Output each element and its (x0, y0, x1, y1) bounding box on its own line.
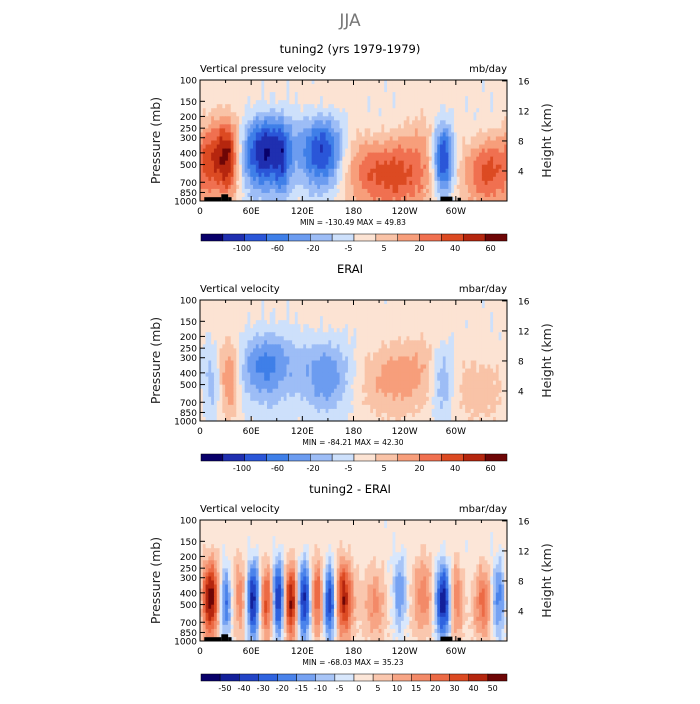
colorbar-label: -20 (306, 244, 319, 253)
terrain-mask (228, 197, 231, 201)
colorbar-box (332, 234, 354, 241)
panel-title: ERAI (337, 262, 363, 276)
y-right-tick-label: 4 (518, 167, 524, 177)
x-tick-label: 0 (197, 207, 203, 217)
panel-title: tuning2 (yrs 1979-1979) (280, 42, 421, 56)
colorbar-box (485, 234, 507, 241)
colorbar-box (245, 234, 267, 241)
y-tick-label: 400 (180, 149, 197, 159)
colorbar-box (398, 234, 420, 241)
y-tick-label: 1000 (174, 198, 197, 208)
stats-text: MIN = -130.49 MAX = 49.83 (300, 218, 406, 227)
y-right-axis-title: Height (km) (539, 103, 554, 177)
variable-label: Vertical pressure velocity (200, 64, 326, 75)
x-tick-label: 120E (291, 207, 314, 217)
colorbar-label: -5 (345, 244, 353, 253)
terrain-mask (221, 194, 228, 201)
colorbar-box (310, 234, 332, 241)
colorbar-box (441, 234, 463, 241)
y-tick-label: 500 (180, 161, 197, 171)
y-right-tick-label: 8 (518, 137, 524, 147)
x-tick-label: 120W (392, 207, 418, 217)
colorbar-label: 20 (414, 244, 424, 253)
colorbar-label: -60 (271, 244, 284, 253)
y-tick-label: 700 (180, 179, 197, 189)
y-tick-label: 200 (180, 113, 197, 123)
units-label: mbar/day (459, 284, 507, 295)
colorbar-label: 60 (486, 244, 496, 253)
colorbar-box (376, 234, 398, 241)
colorbar-label: 5 (382, 244, 387, 253)
colorbar-box (223, 234, 245, 241)
colorbar-box (267, 234, 289, 241)
y-tick-label: 100 (180, 77, 197, 87)
colorbar-box (201, 234, 223, 241)
terrain-mask (204, 197, 221, 201)
colorbar: -100 -60 -20 -5 5 20 40 60 (201, 234, 507, 253)
contour-field (200, 80, 508, 202)
units-label: mb/day (469, 64, 507, 75)
colorbar-box (288, 234, 310, 241)
panel-top: tuning2 (yrs 1979-1979) Vertical pressure… (148, 42, 554, 253)
x-tick-label: 60W (446, 207, 466, 217)
colorbar-box (354, 234, 376, 241)
y-tick-label: 250 (180, 125, 197, 135)
terrain-mask (440, 197, 452, 201)
variable-label: Vertical velocity (200, 284, 280, 295)
colorbar-label: 40 (450, 244, 460, 253)
y-tick-label: 150 (180, 98, 197, 108)
contour-field (200, 300, 508, 422)
x-tick-label: 180 (345, 207, 362, 217)
colorbar-label: -100 (233, 244, 251, 253)
colorbar-box (420, 234, 442, 241)
y-right-tick-label: 12 (518, 107, 529, 117)
page-title: JJA (338, 11, 361, 31)
y-axis-title: Pressure (mb) (148, 97, 163, 184)
y-right-tick-label: 16 (518, 77, 530, 87)
colorbar-box (463, 234, 485, 241)
y-tick-label: 300 (180, 134, 197, 144)
x-tick-label: 60E (243, 207, 260, 217)
